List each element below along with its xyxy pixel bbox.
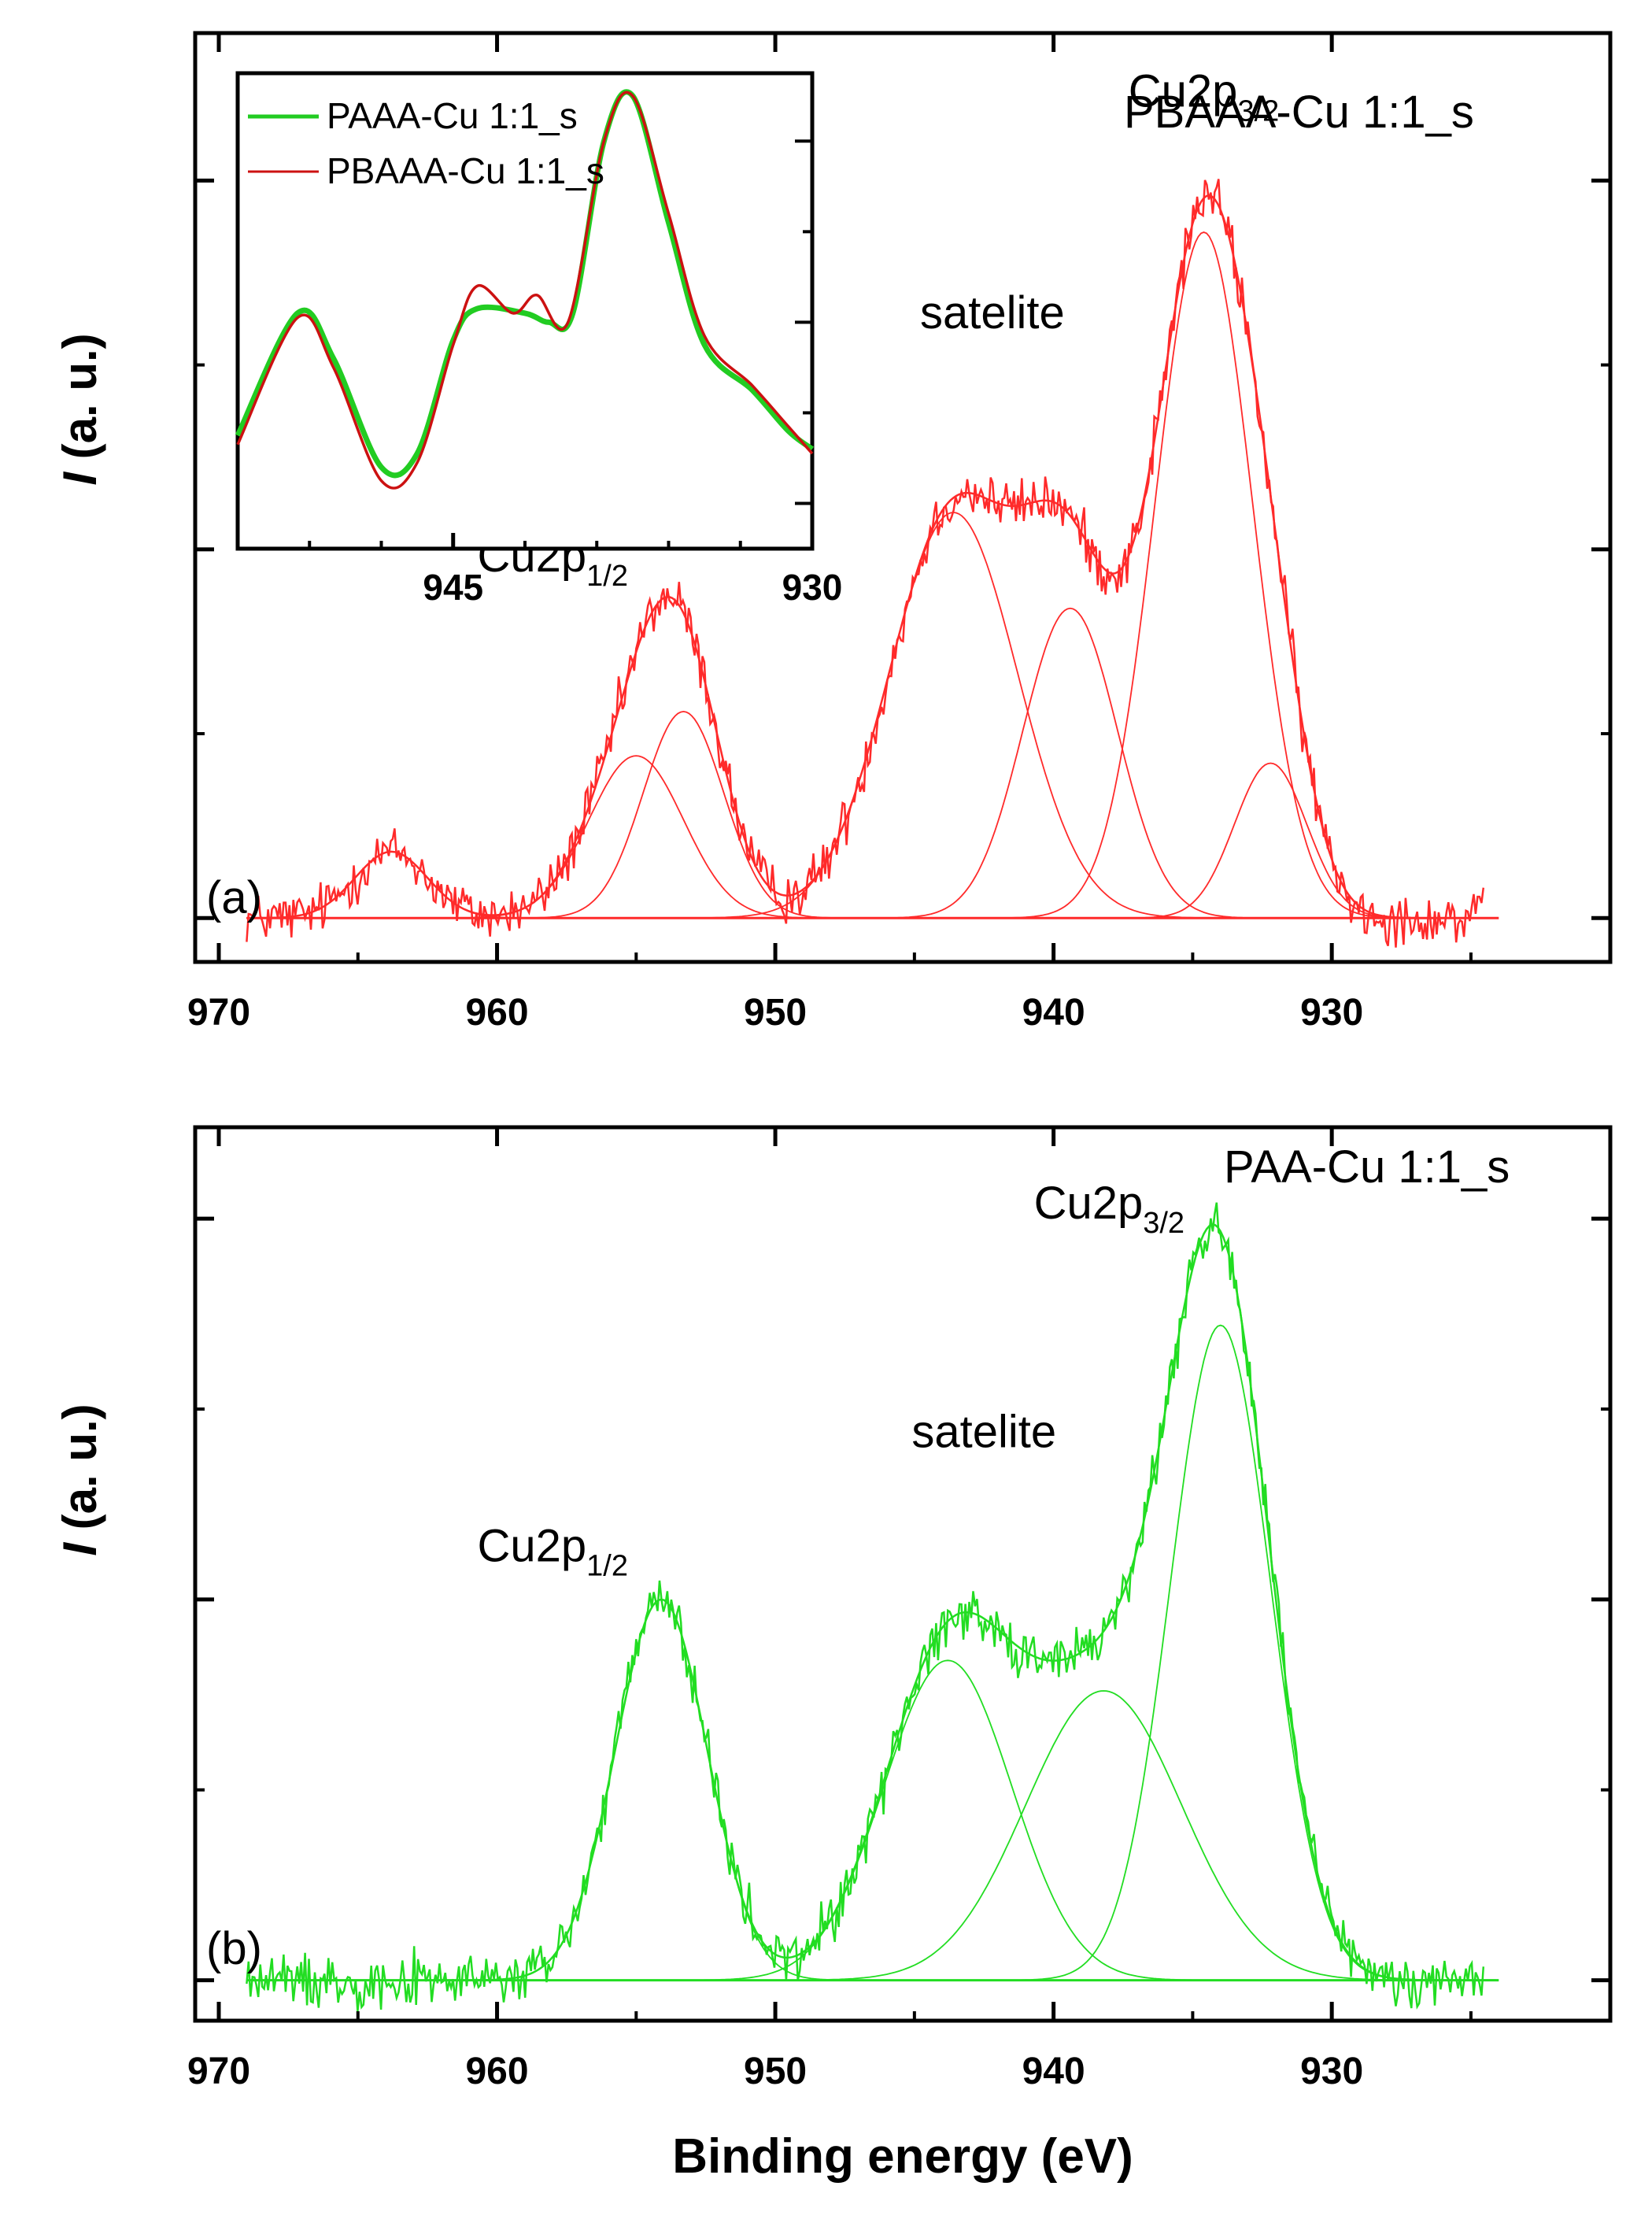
panel-b-label: (b) (206, 1923, 262, 1974)
panel-b-frame (193, 1125, 1613, 2023)
b-peak-annotation: Cu2p1/2 (478, 1521, 628, 1583)
b-x-tick-label: 970 (187, 2051, 250, 2092)
inset-series-paaa (235, 89, 815, 479)
panel-a: 970 960 950 940 930 (a) PBAAA-Cu 1:1_s Cu2p3… (54, 31, 1613, 1034)
panel-b-raw-spectrum (246, 1202, 1485, 2012)
a-x-tick-label: 940 (1022, 992, 1085, 1034)
inset-x-tick-label: 945 (423, 567, 483, 608)
a-peak-annotation: Cu2p3/2 (1129, 66, 1279, 128)
legend-entry-pbaaa: PBAAA-Cu 1:1_s (327, 150, 604, 191)
a-x-tick-label: 970 (187, 992, 250, 1034)
b-x-tick-label: 940 (1022, 2051, 1085, 2092)
panel-b-fit-envelope (246, 1223, 1496, 1981)
b-x-tick-label: 960 (465, 2051, 528, 2092)
panel-a-label: (a) (206, 872, 262, 923)
x-axis-label: Binding energy (eV) (672, 2129, 1133, 2184)
a-component-peak-4 (246, 755, 1496, 919)
panel-b: 970 960 950 940 930 (b) PAA-Cu 1:1_s Cu2p3/2… (54, 1125, 1613, 2184)
panel-b-y-axis-label: I (a. u.) (54, 1404, 106, 1555)
b-peak-annotation: satelite (911, 1406, 1056, 1457)
b-component-peak-3 (246, 1598, 1496, 1981)
b-peak-annotation: Cu2p3/2 (1034, 1178, 1184, 1240)
b-x-tick-label: 930 (1300, 2051, 1363, 2092)
inset-legend: PAAA-Cu 1:1_s PBAAA-Cu 1:1_s (248, 95, 604, 191)
a-x-tick-label: 950 (744, 992, 807, 1034)
a-x-tick-label: 930 (1300, 992, 1363, 1034)
b-x-tick-label: 950 (744, 2051, 807, 2092)
inset-x-tick-label: 930 (782, 567, 843, 608)
panel-b-sample-label: PAA-Cu 1:1_s (1224, 1141, 1510, 1193)
legend-entry-paaa: PAAA-Cu 1:1_s (327, 95, 578, 136)
inset-plot: 945 930 PAAA-Cu 1:1_s PBAAA-Cu 1:1_s (235, 71, 843, 608)
b-component-peak-0 (246, 1324, 1496, 1981)
a-peak-annotation: satelite (920, 287, 1065, 338)
panel-a-raw-spectrum (246, 179, 1485, 948)
panel-a-y-axis-label: I (a. u.) (54, 333, 106, 485)
panel-a-sample-label: PBAAA-Cu 1:1_s (1124, 87, 1474, 138)
a-x-tick-label: 960 (465, 992, 528, 1034)
inset-series-pbaaa (236, 91, 814, 490)
panel-a-frame (193, 31, 1613, 964)
